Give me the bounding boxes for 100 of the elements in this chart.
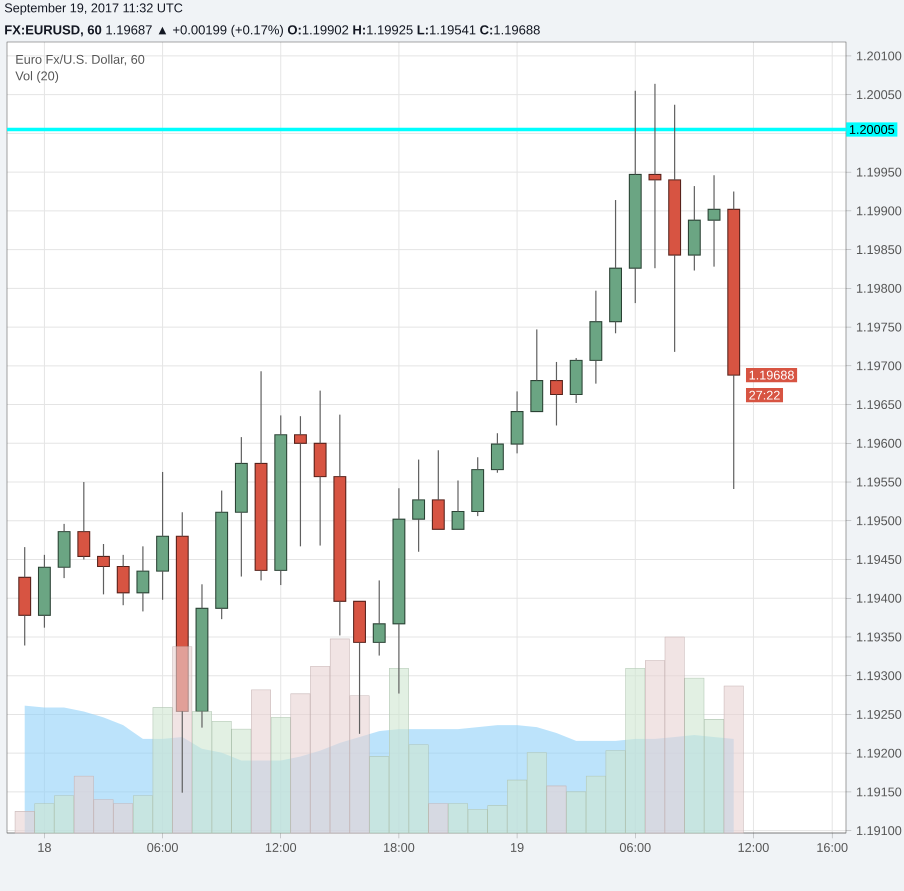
y-tick-label: 1.19700 [856, 361, 902, 370]
y-tick-label: 1.19250 [856, 710, 902, 719]
x-tick-label: 19 [510, 843, 524, 852]
bar [507, 780, 527, 834]
candlestick [628, 90, 642, 304]
bar [388, 668, 409, 834]
candlestick [510, 390, 524, 454]
y-tick-label: 1.19600 [856, 438, 902, 448]
candlestick [254, 370, 268, 582]
bar [526, 752, 547, 834]
bar [625, 668, 646, 834]
y-tick-label: 1.19100 [856, 826, 902, 836]
candlestick [314, 390, 327, 546]
y-tick-label: 1.19500 [856, 516, 902, 526]
candlestick [550, 361, 563, 426]
x-tick-label: 06:00 [620, 843, 651, 852]
bar [684, 678, 704, 834]
bar [468, 809, 488, 834]
candlestick [136, 546, 150, 612]
y-tick-label: 1.19350 [856, 632, 902, 642]
x-tick-label: 12:00 [738, 843, 769, 852]
candlestick [116, 554, 130, 606]
candlestick [372, 580, 386, 656]
y-tick-label: 1.19650 [856, 400, 902, 410]
y-tick-label: 1.19950 [856, 168, 902, 177]
candlestick [196, 584, 208, 728]
candlestick [530, 328, 544, 412]
annotation: 27:22 [749, 390, 780, 400]
bar [645, 660, 665, 834]
candlestick [609, 199, 622, 334]
bar [152, 707, 172, 834]
candlestick [648, 83, 662, 269]
candlestick [452, 480, 464, 530]
candlestick [274, 414, 288, 586]
y-tick-label: 1.19300 [856, 671, 902, 680]
candlestick [353, 600, 366, 734]
text: September 19, 2017 11:32 UTC [4, 3, 182, 15]
candlestick [471, 456, 484, 517]
y-tick-label: 1.19800 [856, 284, 902, 293]
candlestick [668, 104, 682, 352]
bar [212, 720, 232, 834]
bar [448, 803, 468, 834]
y-tick-label: 1.20050 [856, 90, 902, 100]
annotation: 1.19688 [750, 370, 794, 380]
candlestick [412, 458, 426, 552]
bar [350, 696, 370, 834]
bar [94, 799, 114, 834]
bar [74, 776, 94, 834]
bar [428, 803, 448, 834]
y-tick-label: 1.19200 [856, 748, 902, 758]
candlestick [688, 185, 701, 272]
bar [724, 686, 744, 834]
candlestick [570, 357, 583, 404]
bar [369, 756, 390, 834]
y-tick-label: 1.19450 [856, 555, 902, 564]
candlestick [176, 512, 189, 794]
bar [606, 750, 626, 834]
y-tick-label: 1.19850 [856, 245, 902, 254]
candlestick [97, 543, 110, 595]
candlestick [215, 490, 228, 620]
x-tick-label: 18:00 [384, 843, 414, 852]
candlestick [77, 481, 90, 560]
bar [132, 795, 153, 834]
candlestick [234, 436, 248, 578]
candlestick [727, 190, 740, 490]
candlestick [333, 414, 346, 636]
bar [231, 728, 252, 834]
ref-line-label: 1.20005 [850, 125, 894, 134]
bar [310, 666, 330, 834]
candlestick [392, 488, 406, 694]
y-tick-label: 1.19400 [856, 594, 902, 603]
annotation: Euro Fx/U.S. Dollar, 60 [16, 54, 144, 66]
bar [270, 717, 291, 834]
bar [251, 690, 271, 834]
bar [586, 776, 606, 834]
y-tick-label: 1.19750 [856, 322, 902, 332]
chart-title: FX:EURUSD, 60 1.19687 ▲ +0.00199 (+0.17%) O:1.19902 H:1.19925 L:1.19541 C:1.19688 [5, 24, 540, 38]
bar [487, 805, 508, 834]
x-tick-label: 18 [38, 843, 51, 852]
candlestick [156, 471, 170, 600]
candlestick [294, 416, 307, 547]
bar [546, 786, 566, 834]
x-tick-label: 06:00 [147, 843, 178, 852]
y-tick-label: 1.19900 [856, 206, 902, 216]
bar [290, 694, 310, 834]
candlestick [18, 546, 32, 646]
chart-title: Vol (20) [15, 71, 58, 83]
y-tick-label: 1.20100 [856, 51, 902, 60]
bar [54, 795, 74, 834]
bar [34, 803, 54, 834]
bar [704, 719, 724, 834]
bar [330, 638, 350, 834]
bar [14, 811, 35, 834]
x-tick-label: 12:00 [266, 843, 296, 852]
x-tick-label: 16:00 [817, 843, 848, 852]
candlestick [708, 174, 720, 268]
candlestick [38, 554, 51, 628]
y-tick-label: 1.19150 [856, 787, 902, 796]
candlestick [432, 450, 445, 530]
bar [113, 803, 134, 834]
